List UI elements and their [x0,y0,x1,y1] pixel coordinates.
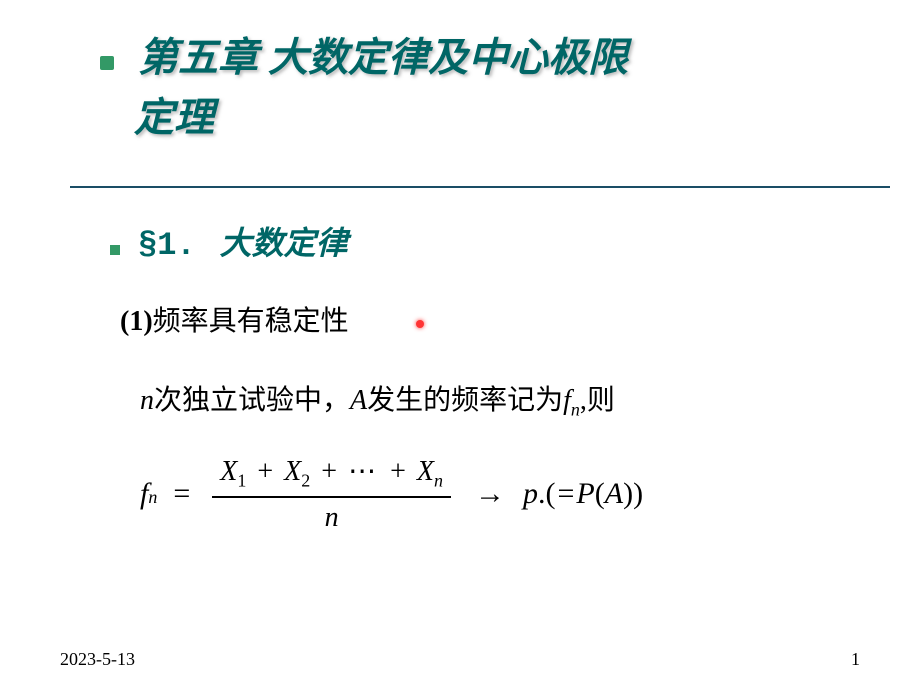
num-X2: X [284,456,301,487]
section-title: §1. 大数定律 [138,225,348,261]
rhs-eq: = [557,477,574,510]
section-number: §1. [138,227,196,264]
footer-page: 1 [851,649,860,670]
rhs-p: p [523,477,538,510]
subheading-text: 频率具有稳定性 [153,306,349,337]
chapter-title-block: 第五章 大数定律及中心极限 定理 [100,30,860,146]
rhs: p.(=P(A)) [523,477,643,511]
section-name: 大数定律 [220,225,348,261]
denominator: n [325,498,339,534]
formula: fn = X1 + X2 + ⋯ + Xn n → p.(=P(A)) [140,454,860,534]
horizontal-divider [70,186,890,188]
bullet-small-icon [110,245,120,255]
num-dots: ⋯ [348,456,379,487]
body-sentence: n次独立试验中，A发生的频率记为fn,则 [140,379,860,424]
var-f-sub: n [571,400,580,420]
body-t3: ,则 [580,385,615,416]
plus1: + [257,456,273,487]
plus2: + [321,456,337,487]
plus3: + [390,456,406,487]
fraction: X1 + X2 + ⋯ + Xn n [212,454,451,534]
var-n: n [140,385,154,416]
var-f: f [563,385,571,416]
var-A: A [350,385,367,416]
subheading: (1)频率具有稳定性 [120,299,860,339]
rhs-A: A [605,477,623,510]
chapter-title-line2: 定理 [134,90,860,146]
lhs-f: f [140,477,148,511]
num-sub2: 2 [301,471,310,491]
bullet-icon [100,56,114,70]
footer: 2023-5-13 1 [60,649,860,670]
rhs-close2: ) [623,477,633,510]
equals-sign: = [173,477,190,511]
num-subn: n [434,471,443,491]
rhs-close: ) [633,477,643,510]
body-t1: 次独立试验中， [154,385,350,416]
num-Xn: X [417,456,434,487]
slide-container: 第五章 大数定律及中心极限 定理 §1. 大数定律 (1)频率具有稳定性 n次独… [0,0,920,690]
lhs-sub: n [148,487,157,508]
rhs-open: ( [545,477,555,510]
body-t2: 发生的频率记为 [367,385,563,416]
footer-date: 2023-5-13 [60,649,135,670]
chapter-title-line1: 第五章 大数定律及中心极限 [138,35,628,80]
section-heading: §1. 大数定律 [110,218,860,264]
arrow-sign: → [475,477,505,511]
formula-lhs: fn [140,477,157,511]
num-sub1: 1 [237,471,246,491]
numerator: X1 + X2 + ⋯ + Xn [212,454,451,498]
laser-pointer-icon [416,320,424,328]
subheading-number: (1) [120,306,153,337]
rhs-open2: ( [595,477,605,510]
rhs-P: P [576,477,594,510]
num-X1: X [220,456,237,487]
